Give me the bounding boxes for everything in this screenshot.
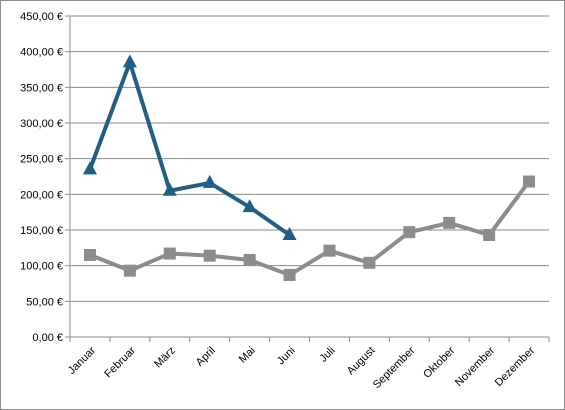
y-tick-label: 50,00 € — [26, 296, 63, 308]
x-tick-label: Oktober — [421, 344, 457, 380]
data-point-square — [403, 226, 416, 239]
data-point-triangle — [282, 226, 297, 240]
x-tick-label: November — [453, 344, 498, 389]
x-tick-label: März — [152, 345, 178, 371]
data-point-square — [363, 256, 376, 269]
x-tick-label: September — [371, 344, 418, 391]
y-tick-label: 100,00 € — [20, 261, 63, 273]
x-tick-label: Juni — [275, 345, 298, 368]
data-point-triangle — [82, 161, 97, 175]
y-tick-label: 200,00 € — [20, 189, 63, 201]
x-tick-label: April — [194, 345, 218, 369]
data-point-triangle — [202, 174, 217, 188]
y-tick-label: 250,00 € — [20, 154, 63, 166]
x-tick-label: Mai — [237, 345, 258, 366]
x-tick-label: Februar — [102, 344, 138, 380]
y-tick-label: 300,00 € — [20, 118, 63, 130]
y-tick-label: 400,00 € — [20, 47, 63, 59]
x-tick-label: August — [345, 345, 378, 378]
series-line — [89, 180, 531, 277]
x-tick-label: Januar — [66, 344, 99, 377]
data-point-square — [243, 253, 256, 266]
x-tick-label: Dezember — [493, 344, 538, 389]
y-tick-label: 150,00 € — [20, 225, 63, 237]
data-point-square — [523, 175, 536, 188]
data-point-triangle — [242, 199, 257, 213]
y-tick-label: 450,00 € — [20, 11, 63, 23]
data-point-square — [443, 216, 456, 229]
data-point-square — [203, 249, 216, 262]
data-point-square — [123, 264, 136, 277]
data-point-square — [483, 228, 496, 241]
data-point-triangle — [122, 54, 137, 68]
data-point-square — [283, 268, 296, 281]
data-point-square — [323, 244, 336, 257]
series-line — [88, 60, 291, 237]
y-tick-label: 350,00 € — [20, 82, 63, 94]
y-tick-label: 0,00 € — [32, 332, 63, 344]
x-tick-label: Juli — [317, 345, 337, 365]
data-point-square — [83, 248, 96, 261]
data-point-triangle — [162, 182, 177, 196]
data-point-square — [163, 247, 176, 260]
